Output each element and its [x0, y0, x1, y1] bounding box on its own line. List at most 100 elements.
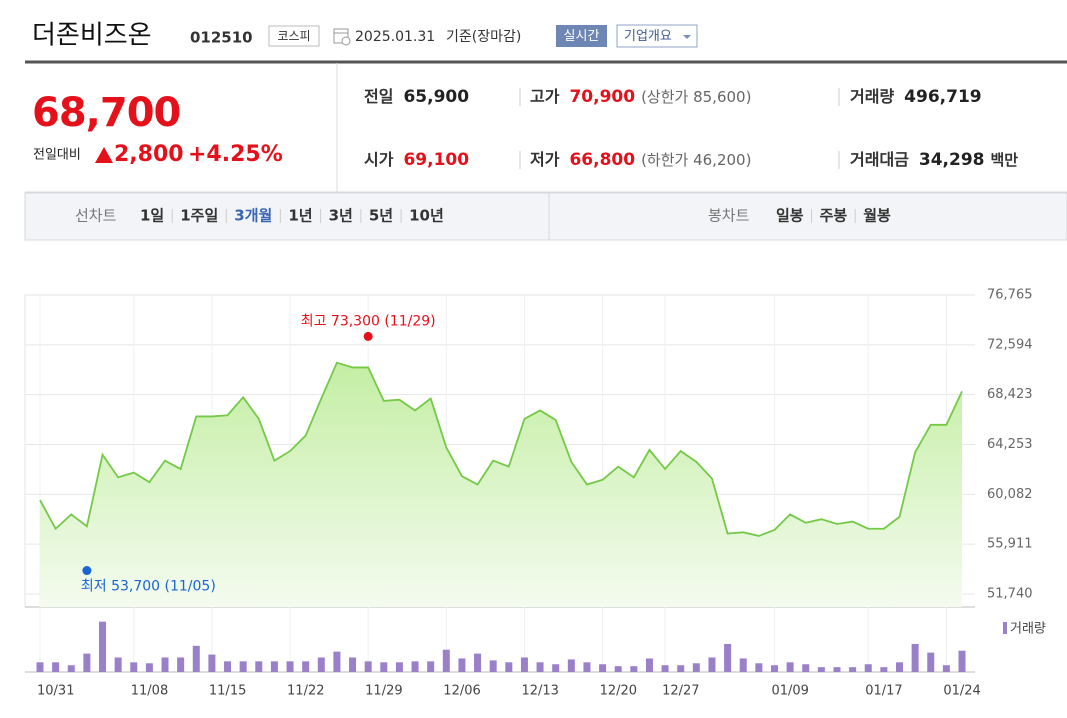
realtime[interactable]: 실시간 [564, 29, 600, 44]
volume-bar [255, 661, 263, 672]
volume-bar [864, 664, 872, 672]
tab[interactable]: 5년 [369, 207, 393, 225]
x-tick-label: 10/31 [37, 684, 74, 699]
stat-value: 65,900 [403, 87, 469, 107]
volume-bar [536, 662, 544, 672]
volume-bar [427, 661, 435, 672]
x-tick-label: 01/24 [943, 684, 980, 699]
stat-unit: 백만 [991, 151, 1019, 169]
volume-bar [645, 658, 653, 672]
tab[interactable]: 1주일 [180, 207, 218, 225]
price-line [39, 361, 963, 537]
volume-bar [36, 662, 44, 672]
volume-bar [895, 662, 903, 672]
tab[interactable]: 3년 [329, 207, 353, 225]
volume-bar [395, 662, 403, 672]
stat: 거래대금 34,298 백만 [850, 150, 1018, 171]
tab[interactable]: 일봉 [776, 207, 804, 225]
tab[interactable]: 주봉 [820, 207, 848, 225]
volume-bar [130, 662, 138, 672]
volume-bar [177, 657, 185, 672]
volume-bar [755, 663, 763, 672]
volume-bar [489, 660, 497, 672]
realtime-button[interactable] [556, 25, 607, 47]
volume-bar [599, 664, 607, 672]
tab[interactable]: 1년 [288, 207, 312, 225]
volume-bar [67, 665, 75, 672]
stat-label: 저가 [530, 150, 560, 169]
volume-bar [677, 665, 685, 672]
volume-bar [880, 667, 888, 672]
stock-name: 더존비즈온 [32, 21, 152, 51]
volume-bar [99, 621, 107, 672]
y-tick-label: 55,911 [987, 537, 1033, 552]
volume-bar [724, 643, 732, 672]
y-tick-label: 72,594 [987, 337, 1033, 352]
tab[interactable]: 1일 [140, 207, 164, 225]
legend-swatch [1003, 622, 1007, 634]
change: 2,800 [114, 142, 184, 167]
tab-label: 선차트 [75, 207, 117, 225]
change-rate: +4.25% [188, 142, 283, 167]
x-tick-label: 11/15 [209, 684, 246, 699]
volume-bar [583, 662, 591, 672]
volume-bar [817, 667, 825, 672]
volume-bar [849, 667, 857, 672]
tab[interactable]: 3개월 [234, 207, 272, 225]
volume-bar [286, 661, 294, 672]
x-tick-label: 12/27 [662, 684, 699, 699]
price: 68,700 [32, 90, 180, 136]
annotation-label: 최저 53,700 (11/05) [81, 579, 216, 595]
volume-bar [208, 654, 216, 672]
volume-bar [317, 657, 325, 672]
volume-bar [786, 662, 794, 672]
legend-label: 거래량 [1010, 622, 1046, 637]
volume-bar [83, 653, 91, 672]
stat-label: 거래량 [850, 87, 894, 106]
stat-value: 66,800 [569, 150, 635, 170]
x-tick-label: 12/13 [521, 684, 558, 699]
y-tick-label: 76,765 [987, 288, 1033, 303]
volume-bar [145, 663, 153, 672]
volume-bar [52, 662, 60, 672]
tab[interactable]: 월봉 [863, 207, 891, 225]
volume-bar [520, 657, 528, 672]
overview-button[interactable] [616, 24, 698, 48]
volume-bar [911, 643, 919, 672]
stat-label: 고가 [530, 87, 560, 106]
stat: 전일 65,900 [364, 87, 469, 108]
volume-bar [458, 658, 466, 672]
stat-value: 496,719 [904, 87, 981, 107]
annotation-dot [363, 331, 373, 341]
volume-bar [505, 662, 513, 672]
volume-bar [802, 664, 810, 672]
volume-bar [833, 667, 841, 672]
volume-bar [770, 665, 778, 672]
volume-bar [364, 661, 372, 672]
dropdown-arrow [683, 35, 691, 39]
x-tick-label: 12/20 [600, 684, 637, 699]
x-tick-label: 11/08 [131, 684, 168, 699]
tab-bar [24, 192, 1067, 241]
tab[interactable]: 10년 [409, 207, 444, 225]
y-tick-label: 64,253 [987, 437, 1033, 452]
annotation-dot [82, 566, 92, 576]
volume-bar [692, 663, 700, 672]
market: 코스피 [277, 29, 310, 43]
volume-bar [380, 662, 388, 672]
volume-bar [411, 661, 419, 672]
volume-bar [942, 665, 950, 672]
market-badge [268, 25, 320, 47]
volume-bar [927, 652, 935, 672]
volume-bar [661, 665, 669, 672]
x-tick-label: 11/29 [365, 684, 402, 699]
up-triangle [95, 147, 113, 163]
volume-bar [708, 657, 716, 672]
overview[interactable]: 기업개요 [624, 29, 672, 44]
stock-code: 012510 [190, 29, 253, 47]
volume-bar [474, 653, 482, 672]
volume-bar [192, 645, 200, 672]
x-tick-label: 11/22 [287, 684, 324, 699]
change-label: 전일대비 [33, 148, 81, 163]
